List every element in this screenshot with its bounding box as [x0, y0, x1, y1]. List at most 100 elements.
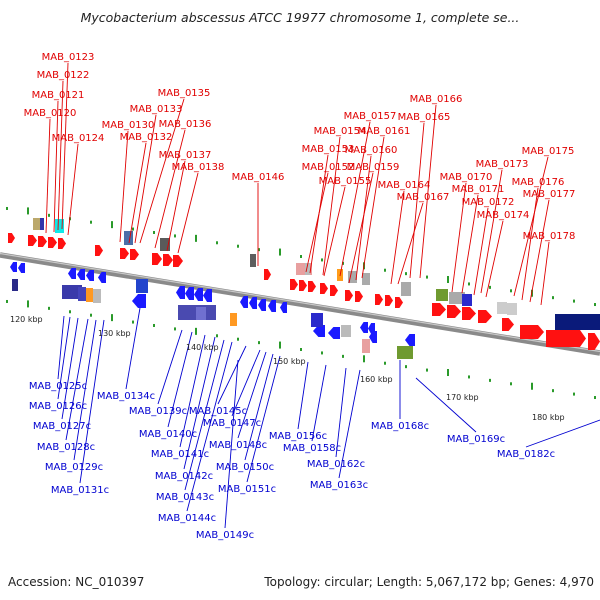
reverse-gene-label[interactable]: MAB_0163c — [310, 480, 368, 491]
forward-gene-arrow — [432, 303, 446, 316]
forward-gene-label[interactable]: MAB_0174 — [477, 210, 530, 221]
forward-connector — [419, 104, 437, 279]
reverse-gene-label[interactable]: MAB_0149c — [196, 530, 254, 541]
forward-gene-label[interactable]: MAB_0171 — [452, 184, 505, 195]
forward-gene-label[interactable]: MAB_0136 — [159, 119, 212, 130]
forward-gene-label[interactable]: MAB_0121 — [32, 90, 85, 101]
forward-gene-arrow — [375, 294, 383, 305]
reverse-connector — [224, 359, 239, 529]
reverse-gene-arrow — [328, 327, 340, 339]
forward-gene-label[interactable]: MAB_0172 — [462, 197, 515, 208]
feature-box — [86, 288, 93, 302]
reverse-gene-label[interactable]: MAB_0169c — [447, 434, 505, 445]
forward-gene-label[interactable]: MAB_0177 — [523, 189, 576, 200]
reverse-gene-label[interactable]: MAB_0134c — [97, 391, 155, 402]
forward-gene-label[interactable]: MAB_0176 — [512, 177, 565, 188]
forward-gene-label[interactable]: MAB_0122 — [37, 70, 90, 81]
forward-gene-label[interactable]: MAB_0146 — [232, 172, 285, 183]
forward-gene-label[interactable]: MAB_0132 — [120, 132, 173, 143]
reverse-connector — [217, 345, 247, 405]
forward-gene-label[interactable]: MAB_0167 — [397, 192, 450, 203]
forward-gene-arrow — [58, 238, 66, 249]
tick-dot — [552, 296, 554, 300]
reverse-gene-label[interactable]: MAB_0150c — [216, 462, 274, 473]
forward-gene-label[interactable]: MAB_0161 — [358, 126, 411, 137]
forward-connector — [409, 122, 425, 279]
forward-gene-arrow — [299, 280, 307, 291]
reverse-gene-label[interactable]: MAB_0125c — [29, 381, 87, 392]
kbp-tick-label: 120 kbp — [10, 315, 43, 324]
forward-gene-label[interactable]: MAB_0152 — [302, 162, 355, 173]
forward-gene-label[interactable]: MAB_0153 — [302, 144, 355, 155]
reverse-gene-arrow — [176, 286, 185, 299]
reverse-gene-label[interactable]: MAB_0128c — [37, 442, 95, 453]
reverse-connector — [297, 361, 309, 430]
reverse-gene-label[interactable]: MAB_0151c — [218, 484, 276, 495]
forward-gene-label[interactable]: MAB_0137 — [159, 150, 212, 161]
reverse-gene-label[interactable]: MAB_0143c — [156, 492, 214, 503]
reverse-gene-label[interactable]: MAB_0129c — [45, 462, 103, 473]
feature-box — [341, 325, 351, 337]
reverse-gene-label[interactable]: MAB_0145c — [189, 406, 247, 417]
forward-gene-label[interactable]: MAB_0154 — [314, 126, 367, 137]
forward-gene-label[interactable]: MAB_0130 — [102, 120, 155, 131]
tick-dot — [90, 220, 92, 224]
tick-dot — [237, 244, 239, 248]
forward-gene-arrow — [320, 283, 328, 294]
tick-dot — [132, 320, 134, 324]
reverse-gene-label[interactable]: MAB_0156c — [269, 431, 327, 442]
reverse-gene-label[interactable]: MAB_0131c — [51, 485, 109, 496]
reverse-gene-arrow — [405, 334, 415, 346]
forward-gene-label[interactable]: MAB_0166 — [410, 94, 463, 105]
reverse-gene-label[interactable]: MAB_0182c — [497, 449, 555, 460]
reverse-gene-label[interactable]: MAB_0144c — [158, 513, 216, 524]
reverse-connector — [179, 334, 206, 448]
reverse-gene-label[interactable]: MAB_0142c — [155, 471, 213, 482]
reverse-gene-label[interactable]: MAB_0147c — [203, 418, 261, 429]
forward-gene-label[interactable]: MAB_0157 — [344, 111, 397, 122]
forward-connector — [61, 62, 69, 230]
feature-box — [124, 231, 133, 245]
forward-gene-label[interactable]: MAB_0120 — [24, 108, 77, 119]
forward-gene-label[interactable]: MAB_0155 — [319, 176, 372, 187]
forward-connector — [451, 182, 467, 293]
reverse-gene-label[interactable]: MAB_0127c — [33, 421, 91, 432]
reverse-gene-arrow — [240, 296, 248, 308]
forward-connector — [485, 220, 504, 298]
forward-gene-label[interactable]: MAB_0135 — [158, 88, 211, 99]
forward-connector — [166, 160, 186, 252]
forward-gene-label[interactable]: MAB_0175 — [522, 146, 575, 157]
reverse-gene-label[interactable]: MAB_0139c — [129, 406, 187, 417]
forward-gene-label[interactable]: MAB_0173 — [476, 159, 529, 170]
forward-connector — [57, 80, 64, 231]
reverse-gene-label[interactable]: MAB_0158c — [283, 443, 341, 454]
reverse-gene-label[interactable]: MAB_0148c — [209, 440, 267, 451]
reverse-gene-label[interactable]: MAB_0168c — [371, 421, 429, 432]
reverse-connector — [73, 319, 97, 461]
forward-gene-label[interactable]: MAB_0159 — [347, 162, 400, 173]
reverse-gene-label[interactable]: MAB_0140c — [139, 429, 197, 440]
feature-box — [311, 313, 323, 327]
tick-dot — [6, 299, 8, 303]
forward-gene-label[interactable]: MAB_0160 — [345, 145, 398, 156]
forward-gene-label[interactable]: MAB_0178 — [523, 231, 576, 242]
feature-box — [401, 282, 411, 296]
forward-gene-label[interactable]: MAB_0170 — [440, 172, 493, 183]
feature-box — [436, 289, 448, 301]
reverse-gene-label[interactable]: MAB_0162c — [307, 459, 365, 470]
reverse-gene-arrow — [360, 322, 368, 333]
forward-gene-label[interactable]: MAB_0133 — [130, 104, 183, 115]
reverse-gene-label[interactable]: MAB_0126c — [29, 401, 87, 412]
tick-dot — [216, 334, 218, 338]
forward-gene-label[interactable]: MAB_0138 — [172, 162, 225, 173]
forward-gene-label[interactable]: MAB_0123 — [42, 52, 95, 63]
forward-gene-label[interactable]: MAB_0165 — [398, 112, 451, 123]
forward-gene-label[interactable]: MAB_0124 — [52, 133, 105, 144]
forward-gene-label[interactable]: MAB_0164 — [378, 180, 431, 191]
major-tick — [27, 300, 29, 308]
forward-connector — [397, 202, 424, 285]
map-title: Mycobacterium abscessus ATCC 19977 chrom… — [81, 10, 520, 25]
major-tick — [363, 355, 365, 363]
reverse-gene-label[interactable]: MAB_0141c — [151, 449, 209, 460]
major-tick — [279, 248, 281, 256]
